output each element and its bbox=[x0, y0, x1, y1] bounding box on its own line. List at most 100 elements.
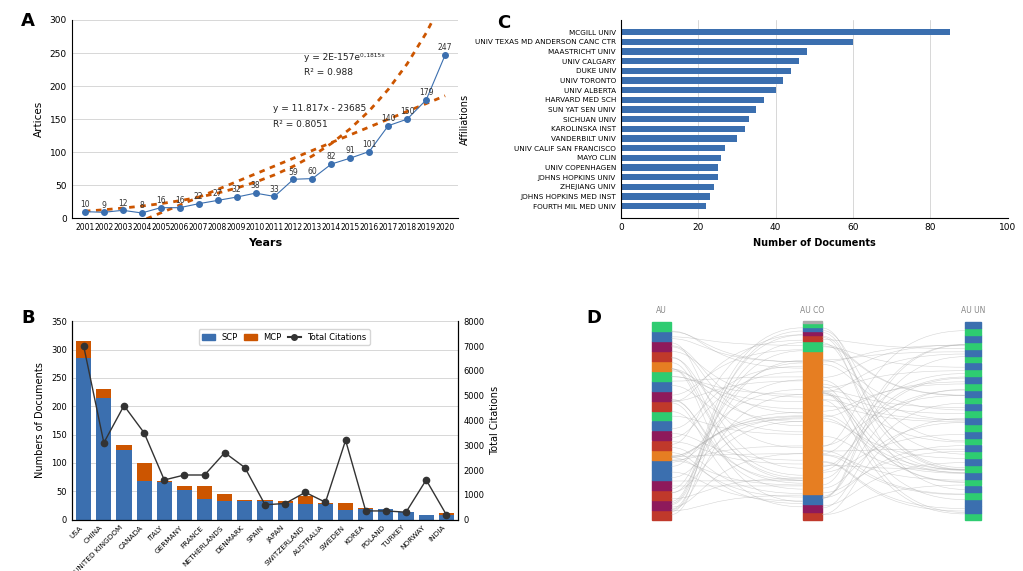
Bar bbox=[418, 515, 434, 520]
Bar bbox=[965, 321, 981, 328]
Bar bbox=[965, 459, 981, 465]
Bar bbox=[318, 504, 333, 520]
Bar bbox=[965, 499, 981, 506]
Bar bbox=[652, 411, 671, 420]
Bar bbox=[277, 502, 293, 520]
Text: C: C bbox=[497, 14, 510, 32]
Bar bbox=[652, 421, 671, 431]
Bar bbox=[803, 512, 822, 520]
Text: 38: 38 bbox=[251, 182, 260, 191]
Bar bbox=[965, 424, 981, 431]
Bar bbox=[237, 501, 253, 520]
Text: 247: 247 bbox=[438, 43, 452, 53]
Bar bbox=[258, 500, 272, 501]
Bar bbox=[652, 321, 671, 331]
Bar bbox=[965, 472, 981, 478]
Bar bbox=[803, 323, 822, 327]
Bar bbox=[965, 404, 981, 410]
Bar bbox=[439, 515, 454, 520]
Bar bbox=[621, 87, 775, 93]
X-axis label: Number of Documents: Number of Documents bbox=[753, 238, 876, 248]
Text: 179: 179 bbox=[419, 89, 434, 97]
Bar bbox=[652, 471, 671, 480]
Bar bbox=[621, 77, 784, 83]
Bar bbox=[277, 501, 293, 502]
Y-axis label: Affiliations: Affiliations bbox=[459, 94, 470, 144]
Bar bbox=[137, 481, 151, 520]
Bar bbox=[157, 482, 172, 520]
Bar bbox=[621, 155, 721, 161]
Bar bbox=[652, 460, 671, 470]
Text: 91: 91 bbox=[346, 147, 355, 155]
Bar bbox=[965, 479, 981, 485]
Text: R² = 0.8051: R² = 0.8051 bbox=[273, 120, 327, 129]
Bar bbox=[965, 397, 981, 403]
Text: R² = 0.988: R² = 0.988 bbox=[304, 69, 353, 78]
Bar bbox=[803, 331, 822, 335]
Bar bbox=[803, 341, 822, 351]
Bar bbox=[652, 361, 671, 371]
Text: 60: 60 bbox=[308, 167, 317, 176]
Bar bbox=[965, 513, 981, 520]
Bar bbox=[965, 506, 981, 513]
Bar bbox=[117, 445, 132, 450]
Text: y = 11.817x - 23685: y = 11.817x - 23685 bbox=[273, 104, 366, 113]
Bar bbox=[621, 203, 706, 209]
Bar bbox=[96, 389, 112, 398]
Bar bbox=[652, 490, 671, 500]
Bar bbox=[965, 411, 981, 417]
Bar bbox=[965, 465, 981, 472]
Bar bbox=[621, 145, 725, 151]
Text: 8: 8 bbox=[139, 202, 144, 210]
Bar bbox=[177, 490, 192, 520]
Text: 150: 150 bbox=[400, 107, 414, 116]
Text: 12: 12 bbox=[118, 199, 128, 208]
Bar bbox=[621, 49, 806, 55]
Bar bbox=[652, 351, 671, 361]
Bar bbox=[965, 445, 981, 451]
Text: AU UN: AU UN bbox=[961, 307, 985, 315]
Text: AU CO: AU CO bbox=[800, 307, 825, 315]
Text: 10: 10 bbox=[80, 200, 90, 209]
Bar bbox=[621, 164, 717, 171]
Bar bbox=[621, 184, 714, 190]
Bar bbox=[318, 502, 333, 504]
Bar bbox=[652, 500, 671, 510]
Text: AU: AU bbox=[656, 307, 667, 315]
Text: 140: 140 bbox=[381, 114, 396, 123]
Bar bbox=[117, 450, 132, 520]
Bar bbox=[338, 510, 353, 520]
Text: B: B bbox=[21, 309, 35, 327]
Bar bbox=[652, 480, 671, 490]
Bar bbox=[621, 67, 791, 74]
Bar bbox=[358, 509, 373, 520]
Bar bbox=[621, 174, 717, 180]
Bar bbox=[652, 391, 671, 401]
Bar bbox=[965, 369, 981, 376]
Bar bbox=[157, 481, 172, 482]
Bar bbox=[803, 321, 822, 323]
Bar bbox=[439, 513, 454, 515]
Bar bbox=[965, 342, 981, 349]
Text: 9: 9 bbox=[101, 200, 106, 210]
Bar bbox=[803, 335, 822, 341]
Bar bbox=[803, 327, 822, 331]
Bar bbox=[258, 501, 272, 520]
Bar bbox=[652, 331, 671, 341]
Bar bbox=[965, 356, 981, 363]
Bar bbox=[652, 401, 671, 411]
Bar bbox=[217, 501, 232, 520]
Bar bbox=[197, 498, 212, 520]
Bar bbox=[621, 126, 745, 132]
Y-axis label: Numbers of Documents: Numbers of Documents bbox=[36, 363, 45, 478]
Text: 101: 101 bbox=[362, 140, 376, 149]
Bar bbox=[621, 135, 737, 142]
Bar bbox=[358, 508, 373, 509]
Bar bbox=[621, 96, 764, 103]
Bar bbox=[621, 116, 749, 122]
Bar bbox=[652, 431, 671, 440]
Bar bbox=[803, 494, 822, 504]
Bar bbox=[803, 504, 822, 512]
Bar bbox=[137, 463, 151, 481]
Text: y = 2E-157e⁰⋅¹⁸¹⁵ˣ: y = 2E-157e⁰⋅¹⁸¹⁵ˣ bbox=[304, 53, 385, 62]
